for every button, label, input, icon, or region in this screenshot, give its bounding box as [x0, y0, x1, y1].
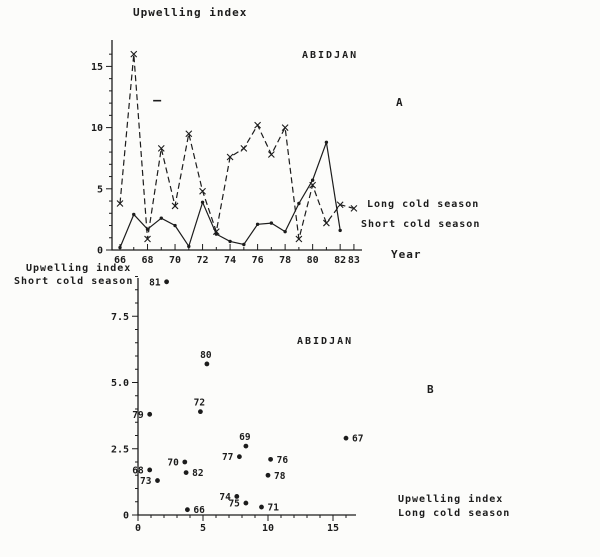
scatter-point-label-75: 75 — [228, 499, 240, 510]
svg-text:5.0: 5.0 — [111, 378, 129, 389]
legend-short-cold-season: Short cold season — [361, 219, 481, 230]
chart-b-station-title: ABIDJAN — [297, 336, 354, 347]
scatter-point-label-70: 70 — [167, 458, 179, 469]
svg-text:76: 76 — [252, 255, 264, 266]
scatter-point-72 — [198, 409, 203, 415]
chart-a-y-ticks: 0 5 10 15 — [91, 53, 112, 257]
scatter-point-81 — [164, 279, 170, 285]
chart-a-panel-label: A — [396, 96, 404, 109]
chart-b-x-axis-title-line1: Upwelling index — [398, 494, 504, 505]
scatter-point-79 — [147, 411, 153, 417]
scatter-point-label-71: 71 — [268, 503, 280, 514]
legend-long-cold-season: Long cold season — [367, 199, 480, 210]
chart-b-y-axis-title-line2: Short cold season — [14, 276, 134, 287]
svg-text:0: 0 — [135, 523, 141, 534]
scatter-point-label-74: 74 — [219, 492, 231, 503]
scatter-point-82 — [183, 470, 189, 475]
svg-text:15: 15 — [327, 523, 339, 534]
chart-b-x-ticks: 0 5 10 15 — [135, 515, 347, 534]
scatter-point-77 — [237, 454, 242, 460]
svg-text:7.5: 7.5 — [111, 312, 129, 323]
svg-text:78: 78 — [279, 255, 291, 266]
svg-text:66: 66 — [114, 255, 126, 266]
chart-a-y-axis-title: Upwelling index — [133, 6, 248, 19]
scatter-point-66 — [185, 507, 190, 513]
svg-text:0: 0 — [97, 246, 103, 257]
scatter-point-68 — [147, 467, 153, 473]
scatter-point-69 — [243, 443, 249, 449]
chart-b-x-axis-title-line2: Long cold season — [398, 508, 511, 519]
series-short-cold-season — [118, 140, 342, 250]
scatter-point-75 — [243, 500, 249, 506]
chart-b-y-axis-title-line1: Upwelling index — [26, 263, 132, 274]
svg-text:82: 82 — [334, 255, 346, 266]
svg-text:5: 5 — [97, 184, 103, 195]
svg-text:10: 10 — [91, 123, 103, 134]
scatter-point-label-68: 68 — [132, 465, 144, 476]
scatter-point-80 — [204, 361, 210, 367]
chart-a-x-axis-title: Year — [391, 248, 422, 261]
chart-b-y-ticks: 0 2.5 5.0 7.5 — [111, 276, 138, 522]
scatter-point-73 — [155, 478, 160, 483]
svg-text:2.5: 2.5 — [111, 444, 129, 455]
scatter-point-label-77: 77 — [222, 452, 233, 463]
scatter-point-label-67: 67 — [352, 434, 363, 445]
svg-text:83: 83 — [348, 255, 360, 266]
svg-text:80: 80 — [307, 255, 319, 266]
scatter-point-76 — [268, 456, 273, 462]
scatter-point-71 — [259, 504, 264, 510]
svg-text:5: 5 — [200, 523, 206, 534]
scatter-point-label-81: 81 — [149, 277, 161, 288]
svg-text:0: 0 — [123, 511, 129, 522]
svg-text:74: 74 — [224, 255, 236, 266]
scatter-point-label-69: 69 — [239, 432, 251, 443]
scatter-point-70 — [182, 459, 188, 465]
scatter-point-74 — [234, 494, 240, 499]
svg-text:70: 70 — [169, 255, 181, 266]
svg-text:72: 72 — [197, 255, 209, 266]
scatter-point-label-76: 76 — [277, 455, 289, 466]
scatter-point-67 — [343, 435, 349, 441]
scatter-point-label-79: 79 — [132, 410, 144, 421]
scatter-point-label-80: 80 — [200, 350, 212, 361]
chart-b-panel-label: B — [427, 383, 435, 396]
chart-a-x-ticks: 66 68 70 72 74 76 78 80 82 83 — [114, 244, 360, 266]
svg-text:15: 15 — [91, 62, 103, 73]
scatter-point-label-72: 72 — [194, 398, 205, 409]
scatter-point-label-66: 66 — [193, 505, 205, 516]
scatter-point-label-78: 78 — [274, 471, 286, 482]
svg-text:10: 10 — [262, 523, 274, 534]
svg-text:68: 68 — [141, 255, 153, 266]
chart-a-station-title: ABIDJAN — [302, 50, 359, 61]
scatter-point-78 — [265, 472, 271, 478]
scatter-point-label-82: 82 — [192, 468, 203, 479]
scatter-point-label-73: 73 — [140, 476, 152, 487]
series-long-cold-season — [116, 50, 358, 243]
chart-b-axes — [137, 278, 356, 516]
